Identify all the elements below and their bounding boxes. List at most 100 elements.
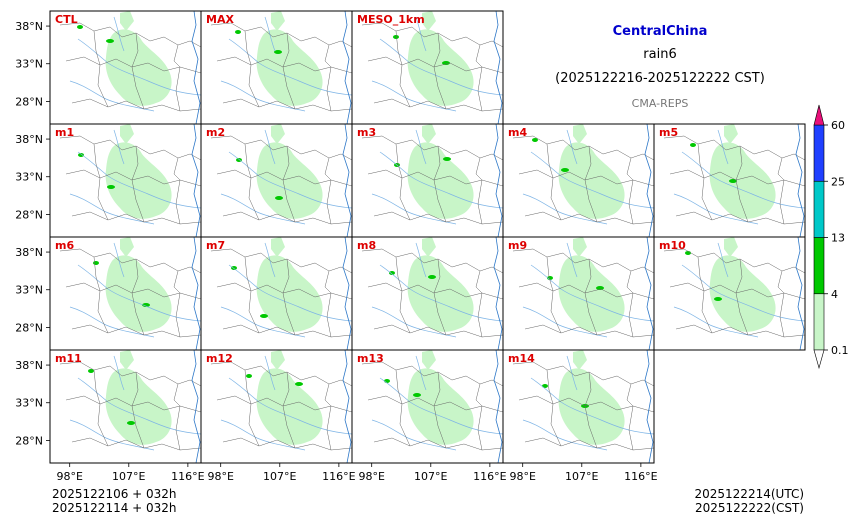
- province-border: [222, 211, 352, 225]
- rain-area: [407, 142, 474, 219]
- coastline: [644, 124, 654, 237]
- panel-label: CTL: [55, 13, 78, 26]
- river: [673, 193, 759, 225]
- province-border: [71, 437, 201, 451]
- panel-m10: m10: [653, 236, 806, 351]
- panel-m5: m5: [653, 123, 806, 238]
- panel-label: m1: [55, 126, 74, 139]
- coastline: [795, 124, 805, 237]
- river: [69, 193, 155, 225]
- rain-area: [271, 350, 285, 370]
- river: [77, 38, 201, 96]
- rain-area: [422, 11, 436, 31]
- rain-area: [573, 124, 587, 144]
- river: [673, 306, 759, 338]
- province-border: [131, 145, 145, 223]
- river: [530, 151, 654, 209]
- panel-m6: m6: [49, 236, 202, 351]
- river: [371, 193, 457, 225]
- panel-label: m8: [357, 239, 376, 252]
- river: [220, 306, 306, 338]
- province-border: [244, 256, 260, 334]
- province-border: [777, 270, 785, 338]
- river: [379, 377, 503, 435]
- river: [371, 306, 457, 338]
- lon-tick-label: 98°E: [358, 470, 384, 483]
- rain-area: [120, 237, 134, 257]
- rain-core: [384, 379, 390, 383]
- coastline: [191, 350, 201, 463]
- province-border: [324, 157, 332, 225]
- rain-area: [256, 368, 323, 445]
- colorbar-label: 60: [831, 119, 845, 132]
- province-border: [675, 324, 805, 338]
- rain-area: [120, 350, 134, 370]
- province-border: [373, 324, 503, 338]
- lat-tick-label: 38°N: [15, 359, 43, 372]
- coastline: [644, 350, 654, 463]
- river: [228, 151, 352, 209]
- rain-core: [107, 185, 115, 189]
- coastline: [493, 237, 503, 350]
- province-border: [546, 369, 562, 447]
- panel-label: m10: [659, 239, 686, 252]
- river: [681, 151, 805, 209]
- province-border: [93, 256, 109, 334]
- province-border: [373, 437, 503, 451]
- rain-core: [142, 303, 150, 307]
- panel-frame: [502, 349, 655, 464]
- province-border: [626, 383, 634, 451]
- river: [228, 377, 352, 435]
- rain-core: [88, 369, 94, 373]
- panel-MESO_1km: MESO_1km: [351, 10, 504, 125]
- panel-m12: m12: [200, 349, 353, 464]
- river: [69, 306, 155, 338]
- province-border: [524, 437, 654, 451]
- province-border: [93, 369, 109, 447]
- province-border: [584, 145, 598, 223]
- panel-m11: m11: [49, 349, 202, 464]
- province-border: [433, 145, 447, 223]
- lat-tick-label: 38°N: [15, 133, 43, 146]
- colorbar-under: [813, 349, 825, 370]
- rain-core: [532, 138, 538, 142]
- rain-area: [105, 142, 172, 219]
- province-border: [373, 211, 503, 225]
- rain-core: [442, 61, 450, 65]
- panel-label: m4: [508, 126, 527, 139]
- province-border: [475, 270, 483, 338]
- rain-area: [105, 368, 172, 445]
- river: [77, 151, 201, 209]
- panel-m7: m7: [200, 236, 353, 351]
- province-border: [735, 145, 749, 223]
- rain-core: [389, 271, 395, 275]
- panel-label: m12: [206, 352, 233, 365]
- rain-core: [246, 374, 252, 378]
- coastline: [342, 124, 352, 237]
- river: [220, 193, 306, 225]
- panel-label: m5: [659, 126, 678, 139]
- rain-area: [558, 255, 625, 332]
- rain-area: [422, 350, 436, 370]
- province-border: [282, 145, 296, 223]
- rain-core: [93, 261, 99, 265]
- province-border: [282, 371, 296, 449]
- rain-area: [271, 237, 285, 257]
- province-border: [395, 256, 411, 334]
- province-border: [697, 143, 713, 221]
- panel-label: m3: [357, 126, 376, 139]
- coastline: [191, 11, 201, 124]
- province-border: [475, 44, 483, 112]
- lon-tick-label: 116°E: [473, 470, 506, 483]
- river: [371, 80, 457, 112]
- panel-label: m7: [206, 239, 225, 252]
- valid-time-utc: 2025122214(UTC): [694, 487, 805, 501]
- rain-area: [256, 29, 323, 106]
- panel-m1: m1: [49, 123, 202, 238]
- rain-core: [127, 421, 135, 425]
- coastline: [191, 124, 201, 237]
- province-border: [71, 98, 201, 112]
- river: [220, 419, 306, 451]
- rain-core: [685, 251, 691, 255]
- lat-tick-label: 28°N: [15, 321, 43, 334]
